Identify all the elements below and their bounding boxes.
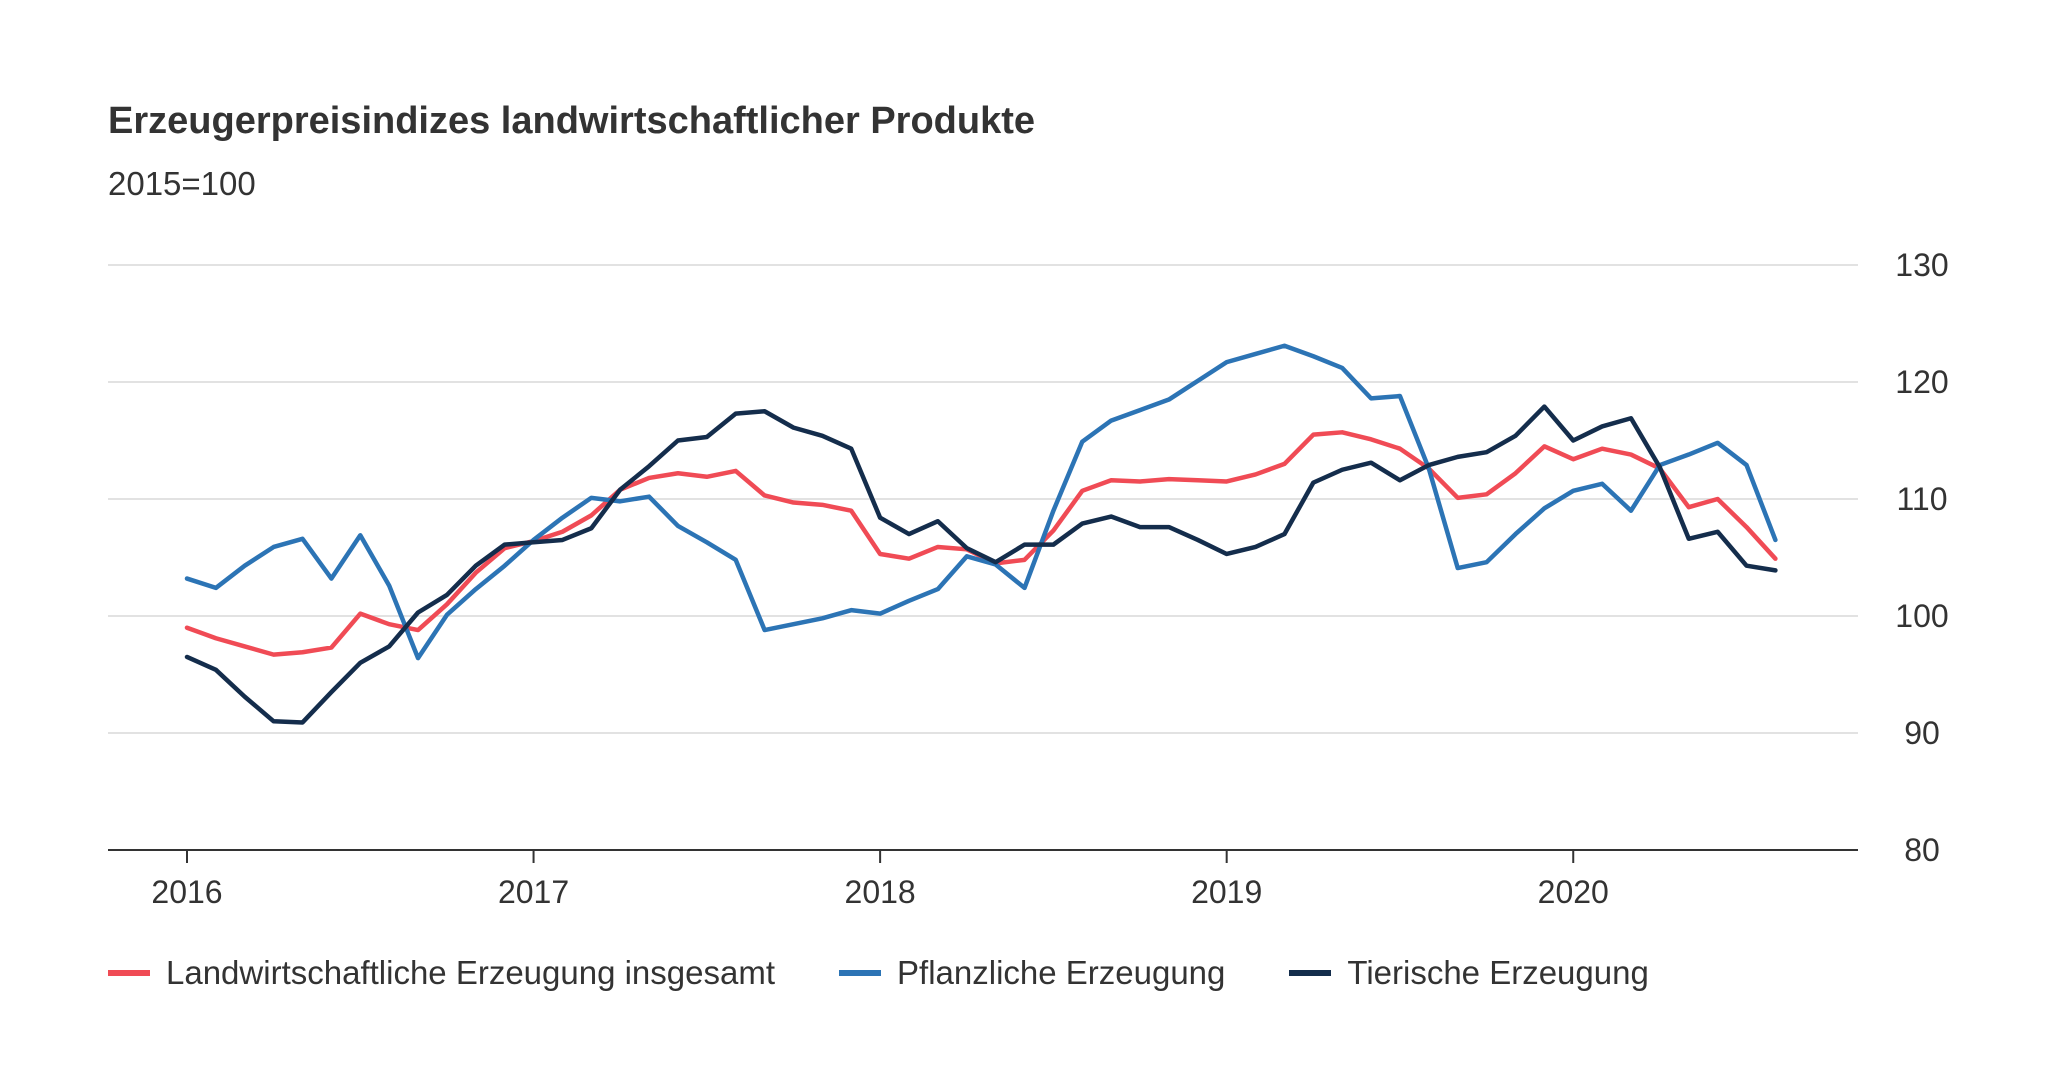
y-tick-label-110: 110 [1896,481,1947,517]
legend-label: Landwirtschaftliche Erzeugung insgesamt [166,954,776,991]
legend-item-landwirtschaftliche-erzeugung-insgesamt: Landwirtschaftliche Erzeugung insgesamt [108,954,775,992]
legend-item-tierische-erzeugung: Tierische Erzeugung [1289,954,1649,992]
series-line-pflanzliche-erzeugung [184,343,1778,661]
x-tick-label-2018: 2018 [845,874,916,910]
x-axis [108,849,1858,863]
legend: Landwirtschaftliche Erzeugung insgesamt P… [108,948,1713,998]
x-tick-label-2017: 2017 [498,874,569,910]
y-tick-label-90: 90 [1904,715,1940,751]
legend-swatch [839,970,882,976]
y-tick-label-80: 80 [1904,832,1940,868]
legend-label: Tierische Erzeugung [1347,954,1649,991]
chart-subtitle: 2015=100 [108,165,256,202]
x-tick-label-2019: 2019 [1191,874,1262,910]
series-line-tierische-erzeugung [184,404,1778,725]
x-tick-label-2020: 2020 [1538,874,1609,910]
chart-title: Erzeugerpreisindizes landwirtschaftliche… [108,100,1036,142]
x-tick-label-2016: 2016 [151,874,222,910]
axis-labels: 80 90 100 110 120 130 2016 2017 2018 2019 2020 [151,247,1948,910]
series-line-landwirtschaftliche-erzeugung-insgesamt [184,430,1778,657]
legend-label: Pflanzliche Erzeugung [897,954,1226,991]
y-tick-label-100: 100 [1895,598,1948,634]
y-tick-label-130: 130 [1895,247,1948,283]
legend-swatch [108,970,150,976]
y-tick-label-120: 120 [1895,364,1948,400]
series-lines [184,343,1778,725]
legend-item-pflanzliche-erzeugung: Pflanzliche Erzeugung [839,954,1225,992]
gridlines [108,264,1858,734]
legend-swatch [1289,970,1332,976]
